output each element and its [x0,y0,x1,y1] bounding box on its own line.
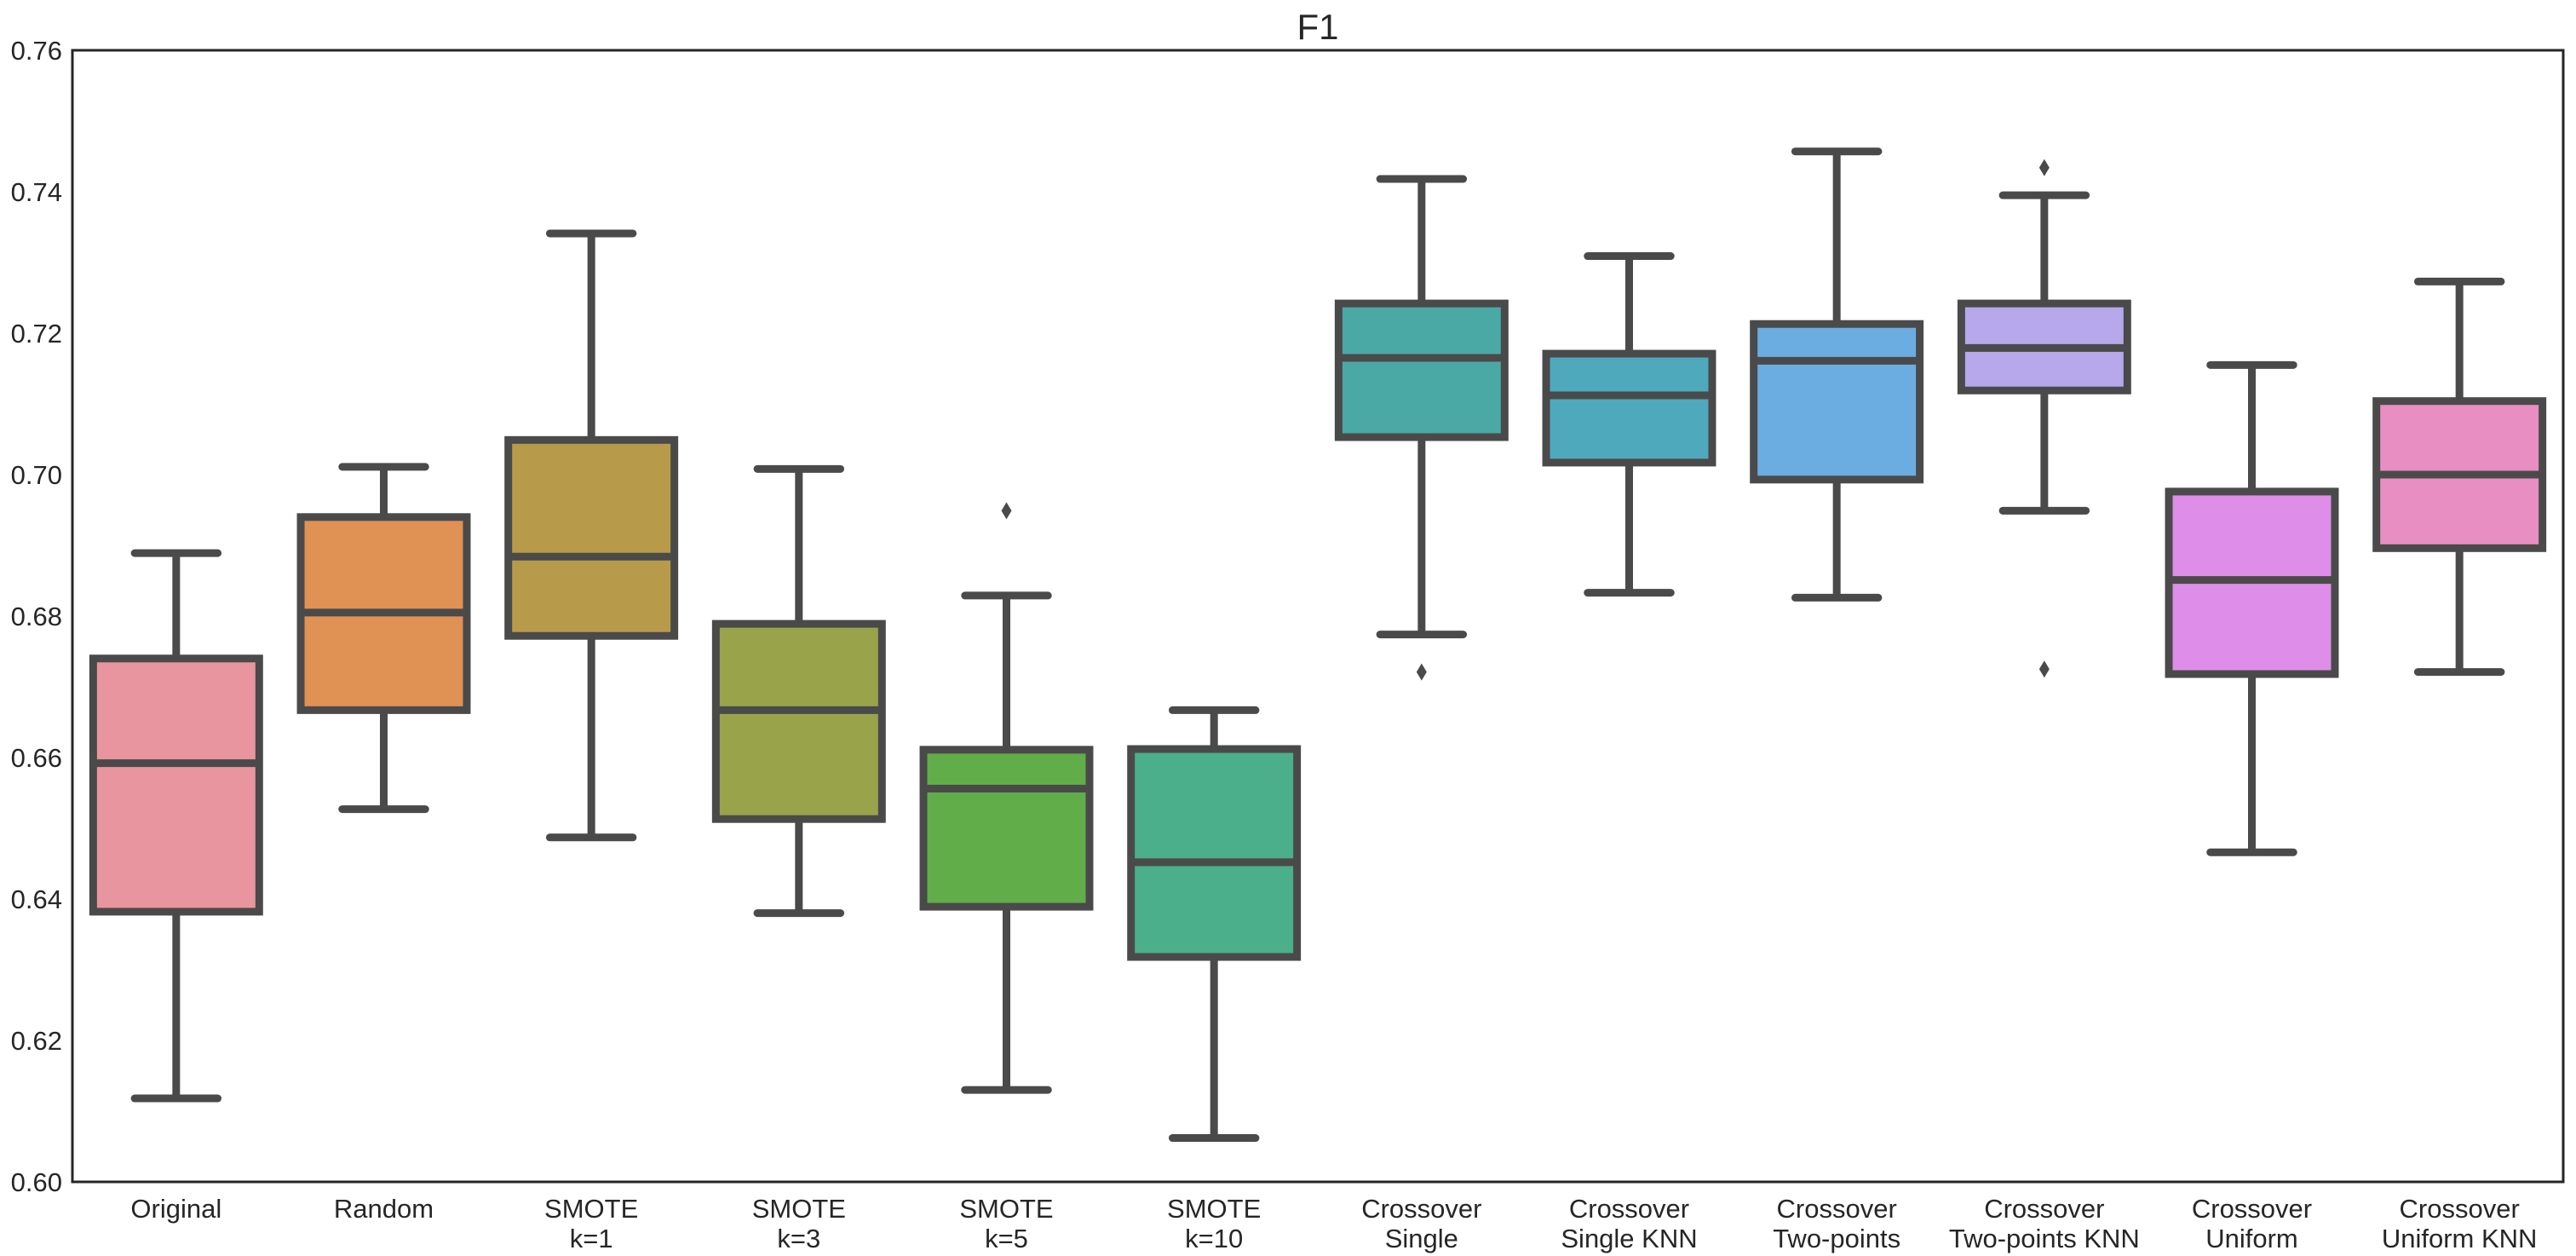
x-tick-label-line: Uniform KNN [2382,1224,2538,1253]
y-tick-label: 0.64 [11,884,62,914]
box-group [2372,277,2547,677]
x-tick-label: Crossover Single [1361,1194,1481,1253]
box-group [711,464,886,918]
box-iqr [1334,299,1509,441]
x-tick-label-line: SMOTE [752,1194,846,1224]
box-group [1750,147,1924,602]
box-group [1542,252,1716,597]
box-iqr [1542,349,1716,467]
y-tick-label: 0.72 [11,319,62,349]
box-iqr [711,619,886,823]
x-tick-label-line: SMOTE [544,1194,638,1224]
box-group [1127,706,1302,1143]
x-tick-label-line: SMOTE [959,1194,1053,1224]
x-tick-label-line: SMOTE [1167,1194,1261,1224]
box-iqr [89,654,263,916]
box-iqr [1750,320,1924,484]
x-tick-label: Random [334,1194,434,1224]
x-tick-label: Crossover Two-points KNN [1949,1194,2140,1253]
x-tick-label-line: k=3 [777,1224,820,1253]
box-group [1957,158,2131,678]
x-tick-label-line: Crossover [2192,1194,2312,1224]
y-tick-label: 0.68 [11,602,62,631]
x-tick-label-line: k=5 [985,1224,1028,1253]
x-tick-label-line: Uniform [2205,1224,2298,1253]
x-tick-label-line: Crossover [1361,1194,1481,1224]
x-tick-label-line: Random [334,1194,434,1224]
y-axis: 0.60 0.62 0.64 0.66 0.68 0.70 0.72 0.74 0.76 [11,36,62,1197]
x-tick-label: Crossover Uniform KNN [2382,1194,2538,1253]
boxes-layer [89,147,2547,1143]
outlier-point [1001,502,1012,520]
outlier-point [1416,663,1427,681]
outlier-point [2038,158,2050,176]
x-tick-label: Crossover Two-points [1773,1194,1900,1253]
y-tick-label: 0.62 [11,1026,62,1056]
x-tick-label-line: Original [130,1194,221,1224]
box-group [89,549,263,1103]
x-tick-label: Crossover Single KNN [1561,1194,1697,1253]
x-tick-label-line: k=1 [570,1224,613,1253]
box-group [1334,175,1509,681]
x-tick-label-line: Crossover [2400,1194,2520,1224]
x-tick-label: SMOTE k=3 [752,1194,846,1253]
x-tick-label-line: Crossover [1777,1194,1897,1224]
x-tick-label: SMOTE k=10 [1167,1194,1261,1253]
y-tick-label: 0.70 [11,460,62,490]
chart-title: F1 [1297,7,1338,47]
x-tick-label-line: k=10 [1185,1224,1243,1253]
x-tick-label: SMOTE k=5 [959,1194,1053,1253]
box-group [2165,360,2339,856]
x-tick-label-line: Crossover [1569,1194,1689,1224]
x-tick-label-line: Single [1385,1224,1458,1253]
x-tick-label-line: Two-points KNN [1949,1224,2140,1253]
y-tick-label: 0.66 [11,743,62,773]
x-tick-label-line: Two-points [1773,1224,1900,1253]
x-tick-label-line: Single KNN [1561,1224,1697,1253]
x-tick-label: Original [130,1194,221,1224]
y-tick-label: 0.74 [11,177,62,207]
box-group [919,502,1094,1094]
box-iqr [1127,745,1302,961]
x-tick-label: SMOTE k=1 [544,1194,638,1253]
x-tick-label-line: Crossover [1984,1194,2104,1224]
y-tick-label: 0.60 [11,1167,62,1197]
outlier-point [2038,660,2050,678]
x-tick-label: Crossover Uniform [2192,1194,2312,1253]
y-tick-label: 0.76 [11,36,62,66]
box-group [296,463,471,814]
box-iqr [504,435,679,640]
box-group [504,229,679,842]
box-iqr [919,746,1094,911]
axes-frame [71,49,2565,1184]
